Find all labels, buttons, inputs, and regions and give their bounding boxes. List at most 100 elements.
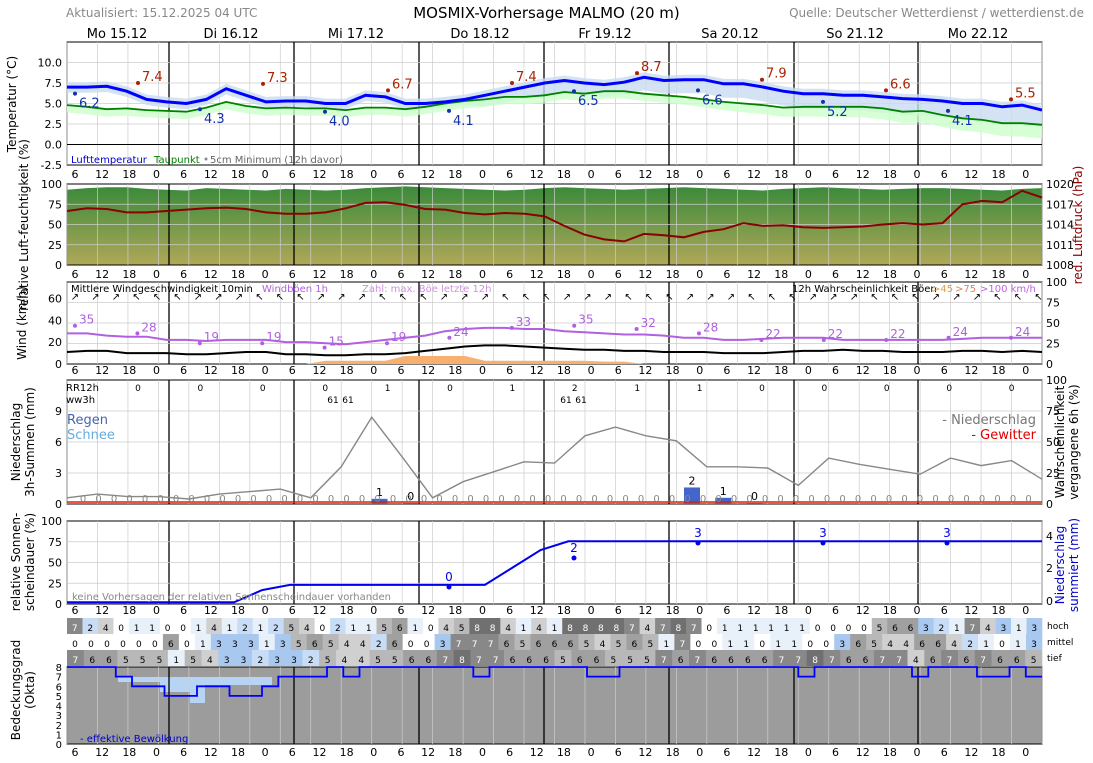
cloud-mid-value: 3	[440, 640, 446, 650]
gust-line	[67, 326, 1042, 346]
cloud-mid-cell	[946, 634, 963, 650]
cloud-high-value: 1	[258, 624, 264, 634]
cloud-low-cell	[83, 650, 101, 666]
cloud-low-value: 7	[695, 656, 701, 666]
max-temp-marker	[760, 77, 764, 82]
cloud-low-value: 6	[963, 656, 969, 666]
sun-hour-tick: 12	[421, 604, 435, 617]
cloud-mid-cell	[514, 634, 531, 650]
max-temp-marker	[1009, 97, 1013, 102]
hum-hour-tick: 0	[1022, 268, 1029, 281]
cloud-low-cell	[554, 650, 572, 666]
gust-max-label: 24	[453, 325, 468, 339]
cloud-mid-value: 0	[695, 640, 701, 650]
cloud-high-cell	[67, 618, 83, 634]
hum-hour-tick: 18	[340, 268, 354, 281]
temp-hour-tick: 18	[122, 168, 136, 181]
precip-zero-label: 0	[932, 494, 938, 505]
sun-hour-tick: 12	[312, 604, 326, 617]
cloud-mid-value: 1	[200, 640, 206, 650]
cloud-high-cell	[1026, 618, 1043, 634]
ww3h-label: ww3h	[66, 395, 95, 406]
cloud-high-cell	[608, 618, 625, 634]
hum-hour-tick: 6	[506, 268, 513, 281]
cloud-high-cell	[252, 618, 269, 634]
precip-zero-label: 0	[762, 494, 768, 505]
day-label: Fr 19.12	[578, 27, 631, 42]
max-temp-marker	[136, 81, 140, 85]
temp-hour-tick: 18	[557, 168, 571, 181]
cloud-hour-tick: 18	[666, 746, 680, 759]
legend-rain: Regen	[67, 413, 108, 428]
temp-hour-tick: 6	[723, 168, 730, 181]
cloud-hour-tick: 0	[805, 746, 812, 759]
wind-direction-arrow: ↗	[91, 292, 99, 303]
cloud-mid-value: 5	[616, 640, 622, 650]
cloud-mid-cell	[610, 634, 627, 650]
precip-zero-label: 0	[95, 494, 101, 505]
cloud-low-cell	[487, 650, 505, 666]
wind-direction-arrow: ↗	[604, 292, 612, 303]
gust-max-label: 19	[391, 330, 406, 344]
cloud-high-cell	[144, 618, 161, 634]
wind-direction-arrow: ↗	[973, 292, 981, 303]
cloud-mid-value: 6	[632, 640, 638, 650]
cloud-high-value: 1	[149, 624, 155, 634]
precip-zero-label: 0	[204, 494, 210, 505]
precip-bar-label: 2	[689, 474, 696, 487]
cloud-low-cell	[470, 650, 488, 666]
cloud-mid-value: 3	[216, 640, 222, 650]
cloud-low-value: 5	[375, 656, 381, 666]
cloud-high-value: 8	[675, 624, 681, 634]
precip-prob-ylabel-1: Wahrscheinlichkeit	[1053, 385, 1067, 498]
hum-hour-tick: 0	[262, 268, 269, 281]
cloud-ytick: 6	[56, 682, 62, 693]
cloud-mid-cell	[658, 634, 675, 650]
precip-zero-label: 0	[312, 494, 318, 505]
cloud-high-value: 1	[753, 624, 759, 634]
cloud-high-cell	[453, 618, 470, 634]
wind-hour-tick: 18	[231, 364, 245, 377]
cloud-mid-cell	[914, 634, 931, 650]
hum-hour-tick: 12	[638, 268, 652, 281]
hum-hour-tick: 18	[231, 268, 245, 281]
cum-precip-ytick: 2	[1046, 562, 1053, 575]
sun-hour-tick: 6	[941, 604, 948, 617]
cloud-mid-cell	[226, 634, 244, 650]
cloud-high-value: 3	[923, 624, 929, 634]
cloud-high-value: 5	[381, 624, 387, 634]
cloud-low-value: 7	[896, 656, 902, 666]
min-temp-marker	[447, 108, 451, 113]
gust-max-marker	[759, 337, 764, 342]
cloud-high-cell	[794, 618, 811, 634]
min-temp-marker	[73, 91, 77, 96]
wind-direction-arrow: ↖	[624, 292, 632, 303]
temp-ytick: 0.0	[45, 139, 63, 152]
wind-hour-tick: 12	[964, 364, 978, 377]
cloud-high-cell	[778, 618, 795, 634]
cloud-hour-tick: 12	[856, 746, 870, 759]
cloud-high-value: 2	[939, 624, 945, 634]
cloud-mid-value: 6	[312, 640, 318, 650]
cloud-low-value: 7	[795, 656, 801, 666]
cloud-mid-value: 1	[775, 640, 781, 650]
sun-ytick: 50	[48, 557, 62, 570]
hum-hour-tick: 18	[448, 268, 462, 281]
cloud-hour-tick: 18	[774, 746, 788, 759]
sun-hour-tick: 12	[964, 604, 978, 617]
cloud-high-cell	[330, 618, 346, 634]
temp-ytick: -2.5	[41, 159, 62, 172]
gust-max-marker	[509, 325, 514, 330]
sun-hour-tick: 6	[506, 604, 513, 617]
temp-hour-tick: 12	[964, 168, 978, 181]
cum-precip-ytick: 0	[1046, 595, 1053, 608]
gust-max-label: 19	[266, 330, 281, 344]
cloud-low-value: 3	[274, 656, 280, 666]
min-temp-marker	[946, 108, 950, 113]
precip-zero-label: 0	[746, 494, 752, 505]
humidity-ylabel: relative Luft-feuchtigkeit (%)	[17, 139, 31, 311]
cloud-mid-value: 5	[296, 640, 302, 650]
cloud-mid-value: 6	[392, 640, 398, 650]
cloud-low-cell	[941, 650, 959, 666]
cloud-mid-cell	[82, 634, 100, 650]
